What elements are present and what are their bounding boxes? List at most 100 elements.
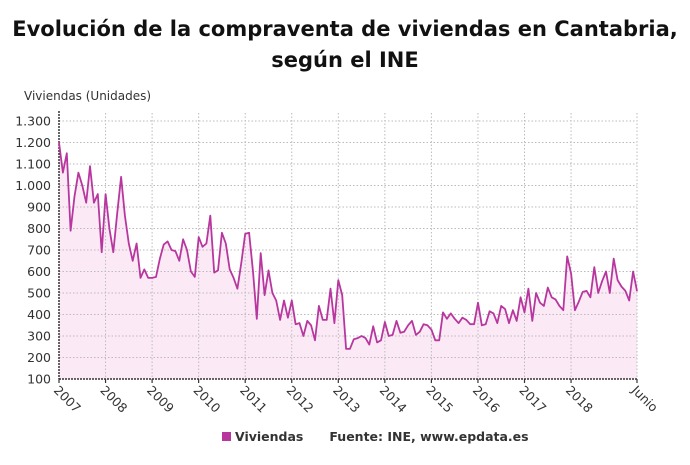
data-point bbox=[554, 298, 557, 301]
data-point bbox=[551, 296, 553, 298]
data-point bbox=[128, 242, 130, 245]
chart-title-line-2: según el INE bbox=[271, 48, 419, 72]
data-point bbox=[395, 320, 398, 322]
data-point bbox=[368, 344, 370, 346]
x-tick-label: 2008 bbox=[97, 383, 130, 416]
data-point bbox=[450, 312, 452, 315]
data-point bbox=[190, 270, 192, 273]
data-point bbox=[85, 202, 87, 204]
data-point bbox=[485, 323, 487, 325]
data-point bbox=[314, 339, 316, 341]
data-point bbox=[527, 288, 529, 290]
data-point bbox=[415, 334, 417, 336]
data-point bbox=[547, 287, 549, 289]
data-point bbox=[578, 301, 580, 303]
data-point bbox=[62, 172, 64, 174]
data-point bbox=[500, 305, 502, 307]
data-point bbox=[139, 277, 142, 279]
y-tick-label: 100 bbox=[27, 372, 51, 387]
data-point bbox=[260, 252, 262, 254]
data-point bbox=[496, 322, 498, 324]
data-point bbox=[77, 172, 79, 174]
data-point bbox=[512, 309, 514, 311]
data-point bbox=[543, 305, 545, 307]
legend-label: Viviendas bbox=[235, 429, 304, 444]
data-point bbox=[194, 276, 196, 278]
data-point bbox=[558, 305, 561, 307]
data-point bbox=[570, 273, 572, 275]
x-tick-label: 2018 bbox=[563, 383, 596, 416]
data-point bbox=[407, 324, 409, 326]
data-point bbox=[457, 322, 460, 324]
x-tick-label: 2012 bbox=[284, 383, 317, 416]
data-point bbox=[360, 335, 363, 337]
x-tick-label: 2011 bbox=[237, 383, 270, 416]
data-point bbox=[209, 215, 211, 217]
data-point bbox=[329, 288, 332, 290]
y-tick-label: 600 bbox=[27, 264, 51, 279]
x-tick-label: 2015 bbox=[423, 383, 456, 416]
data-point bbox=[566, 255, 568, 258]
data-point bbox=[66, 152, 68, 154]
data-point bbox=[426, 324, 429, 326]
data-point bbox=[372, 325, 374, 327]
data-point bbox=[310, 324, 312, 326]
data-point bbox=[508, 322, 510, 324]
data-point bbox=[353, 338, 355, 340]
data-point bbox=[147, 277, 149, 279]
data-point bbox=[58, 141, 60, 144]
data-point bbox=[174, 250, 176, 252]
data-point bbox=[364, 337, 367, 339]
data-point bbox=[198, 236, 200, 238]
x-tick-label: 2016 bbox=[470, 383, 503, 416]
y-tick-label: 900 bbox=[27, 200, 51, 215]
data-point bbox=[217, 269, 219, 272]
data-point bbox=[419, 331, 421, 333]
data-point bbox=[287, 317, 289, 319]
data-point bbox=[167, 240, 169, 242]
data-point bbox=[442, 311, 444, 313]
data-point bbox=[201, 246, 204, 248]
data-point bbox=[357, 337, 359, 339]
data-point bbox=[143, 268, 145, 270]
data-point bbox=[613, 258, 615, 260]
y-tick-label: 800 bbox=[27, 221, 51, 236]
data-point bbox=[411, 320, 413, 322]
data-point bbox=[388, 335, 390, 337]
y-tick-label: 1.100 bbox=[15, 157, 51, 172]
data-point bbox=[97, 193, 99, 195]
x-tick-label: 2009 bbox=[144, 383, 177, 416]
data-point bbox=[120, 176, 122, 178]
data-point bbox=[585, 290, 588, 292]
data-point bbox=[163, 244, 165, 246]
data-point bbox=[275, 299, 277, 302]
series-line-viviendas bbox=[58, 142, 638, 350]
data-point bbox=[380, 339, 382, 341]
data-point bbox=[593, 266, 595, 268]
data-point bbox=[104, 193, 107, 195]
data-point bbox=[225, 242, 227, 245]
data-point bbox=[516, 320, 518, 322]
data-point bbox=[151, 277, 153, 279]
data-point bbox=[93, 202, 95, 204]
data-point bbox=[461, 317, 464, 319]
series-area bbox=[59, 142, 637, 379]
source-note: Fuente: INE, www.epdata.es bbox=[329, 429, 529, 444]
data-point bbox=[326, 319, 328, 321]
data-point bbox=[318, 305, 320, 307]
data-point bbox=[244, 233, 246, 235]
data-point bbox=[70, 230, 72, 232]
data-point bbox=[423, 323, 425, 325]
data-point bbox=[213, 271, 215, 274]
data-point bbox=[488, 310, 491, 312]
data-point bbox=[263, 294, 266, 296]
data-point bbox=[597, 292, 599, 294]
data-point bbox=[101, 251, 103, 253]
x-tick-label: Junio bbox=[628, 382, 661, 415]
data-point bbox=[132, 260, 134, 262]
data-point bbox=[337, 279, 339, 281]
data-point bbox=[531, 320, 533, 322]
data-point bbox=[252, 270, 254, 273]
y-tick-label: 1.000 bbox=[15, 178, 51, 193]
data-point bbox=[582, 291, 584, 293]
